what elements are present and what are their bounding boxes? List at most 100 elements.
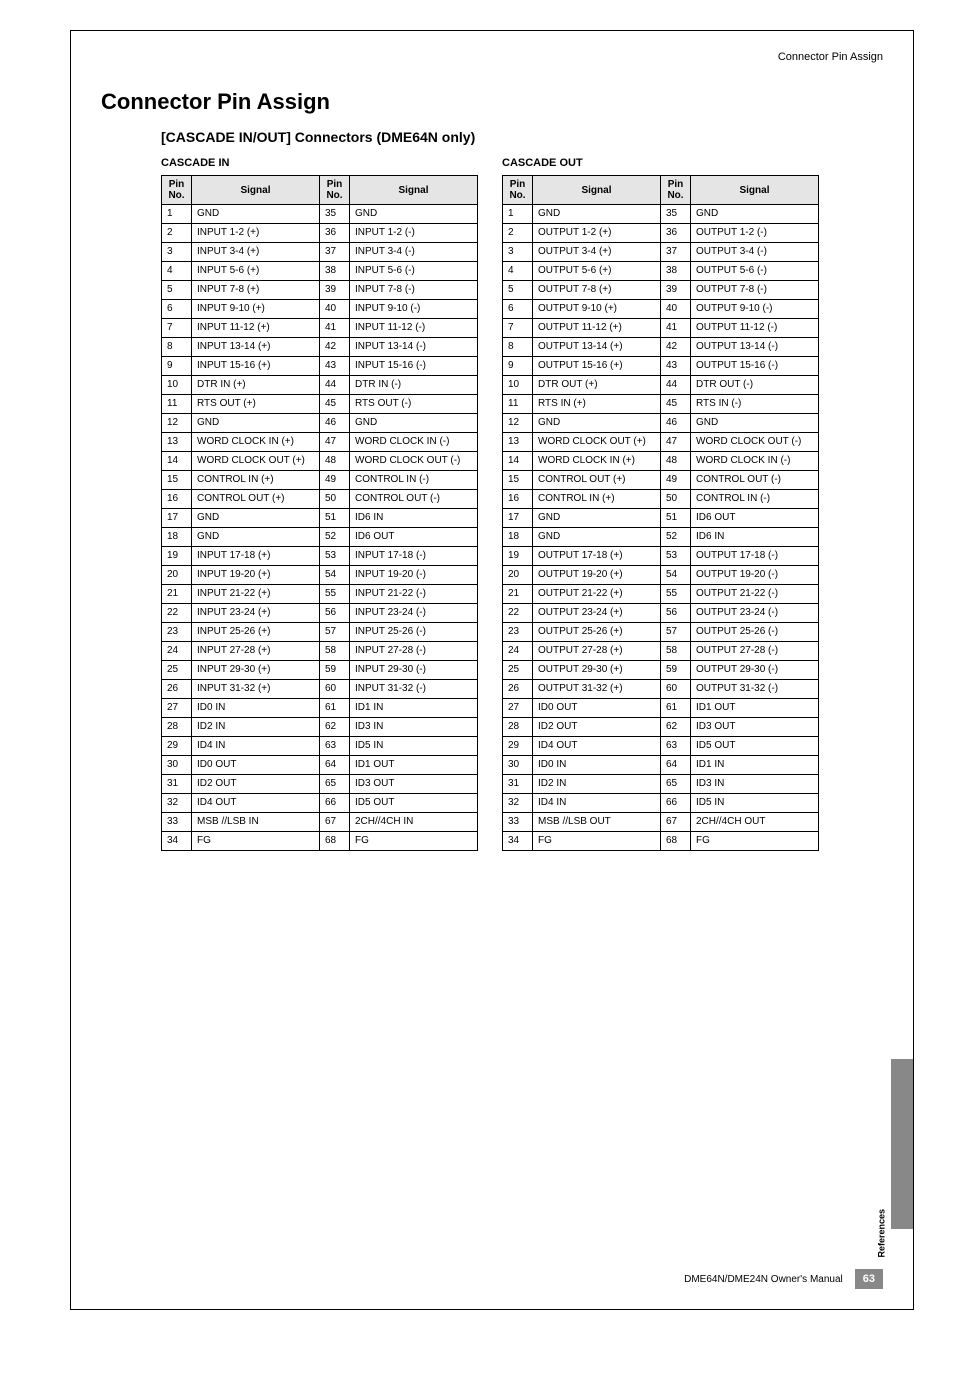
table-row: 5INPUT 7-8 (+)39INPUT 7-8 (-): [162, 281, 478, 300]
cell-pin: 64: [661, 756, 691, 775]
cell-signal: INPUT 19-20 (-): [350, 566, 478, 585]
cell-pin: 3: [503, 243, 533, 262]
table-row: 25INPUT 29-30 (+)59INPUT 29-30 (-): [162, 661, 478, 680]
table-row: 19OUTPUT 17-18 (+)53OUTPUT 17-18 (-): [503, 547, 819, 566]
cell-signal: ID6 OUT: [350, 528, 478, 547]
table-row: 28ID2 OUT62ID3 OUT: [503, 718, 819, 737]
table-row: 14WORD CLOCK IN (+)48WORD CLOCK IN (-): [503, 452, 819, 471]
cell-signal: ID5 OUT: [350, 794, 478, 813]
cell-pin: 13: [503, 433, 533, 452]
cell-signal: INPUT 5-6 (+): [192, 262, 320, 281]
table-row: 28ID2 IN62ID3 IN: [162, 718, 478, 737]
table-row: 8OUTPUT 13-14 (+)42OUTPUT 13-14 (-): [503, 338, 819, 357]
cell-pin: 36: [320, 224, 350, 243]
table-row: 3OUTPUT 3-4 (+)37OUTPUT 3-4 (-): [503, 243, 819, 262]
cell-signal: INPUT 3-4 (+): [192, 243, 320, 262]
footer-text: DME64N/DME24N Owner's Manual: [684, 1274, 843, 1285]
cell-pin: 53: [661, 547, 691, 566]
cell-pin: 21: [162, 585, 192, 604]
cell-pin: 22: [162, 604, 192, 623]
cell-pin: 54: [320, 566, 350, 585]
cell-signal: ID2 IN: [533, 775, 661, 794]
cell-signal: INPUT 1-2 (-): [350, 224, 478, 243]
cell-signal: CONTROL IN (-): [350, 471, 478, 490]
cell-signal: CONTROL IN (+): [533, 490, 661, 509]
cell-pin: 21: [503, 585, 533, 604]
cell-signal: ID0 OUT: [533, 699, 661, 718]
table-row: 1GND35GND: [503, 205, 819, 224]
table-row: 15CONTROL IN (+)49CONTROL IN (-): [162, 471, 478, 490]
side-tab: [891, 1059, 913, 1229]
cell-signal: CONTROL OUT (-): [691, 471, 819, 490]
cell-signal: OUTPUT 13-14 (-): [691, 338, 819, 357]
table-row: 30ID0 OUT64ID1 OUT: [162, 756, 478, 775]
cell-pin: 38: [320, 262, 350, 281]
table-row: 16CONTROL OUT (+)50CONTROL OUT (-): [162, 490, 478, 509]
cascade-in-caption: CASCADE IN: [161, 157, 478, 169]
cell-pin: 23: [162, 623, 192, 642]
cell-pin: 31: [503, 775, 533, 794]
cell-signal: WORD CLOCK OUT (+): [533, 433, 661, 452]
cell-signal: INPUT 5-6 (-): [350, 262, 478, 281]
cell-pin: 56: [320, 604, 350, 623]
cell-signal: INPUT 15-16 (+): [192, 357, 320, 376]
cell-pin: 67: [320, 813, 350, 832]
cell-pin: 57: [320, 623, 350, 642]
cell-pin: 5: [162, 281, 192, 300]
cell-pin: 66: [320, 794, 350, 813]
cell-pin: 14: [162, 452, 192, 471]
cell-pin: 63: [320, 737, 350, 756]
table-header-row: PinNo. Signal PinNo. Signal: [162, 176, 478, 205]
cell-pin: 6: [162, 300, 192, 319]
cell-signal: OUTPUT 29-30 (-): [691, 661, 819, 680]
cell-pin: 49: [320, 471, 350, 490]
table-row: 1GND35GND: [162, 205, 478, 224]
cell-pin: 60: [320, 680, 350, 699]
table-row: 27ID0 OUT61ID1 OUT: [503, 699, 819, 718]
cell-signal: OUTPUT 31-32 (-): [691, 680, 819, 699]
table-row: 23OUTPUT 25-26 (+)57OUTPUT 25-26 (-): [503, 623, 819, 642]
table-row: 9OUTPUT 15-16 (+)43OUTPUT 15-16 (-): [503, 357, 819, 376]
cell-signal: DTR OUT (+): [533, 376, 661, 395]
cell-pin: 61: [661, 699, 691, 718]
cell-signal: OUTPUT 3-4 (+): [533, 243, 661, 262]
cascade-in-block: CASCADE IN PinNo. Signal PinNo. Signal 1…: [161, 157, 478, 851]
cell-signal: OUTPUT 27-28 (+): [533, 642, 661, 661]
cell-signal: WORD CLOCK OUT (-): [350, 452, 478, 471]
cell-pin: 5: [503, 281, 533, 300]
cell-pin: 67: [661, 813, 691, 832]
cell-pin: 59: [320, 661, 350, 680]
page-frame: Connector Pin Assign Connector Pin Assig…: [70, 30, 914, 1310]
cell-signal: ID1 OUT: [691, 699, 819, 718]
cell-signal: RTS IN (+): [533, 395, 661, 414]
cell-signal: OUTPUT 17-18 (-): [691, 547, 819, 566]
cell-pin: 51: [661, 509, 691, 528]
cell-pin: 49: [661, 471, 691, 490]
cell-pin: 17: [503, 509, 533, 528]
cell-pin: 48: [661, 452, 691, 471]
cell-pin: 50: [661, 490, 691, 509]
cell-signal: INPUT 13-14 (+): [192, 338, 320, 357]
cell-signal: OUTPUT 7-8 (+): [533, 281, 661, 300]
cell-pin: 32: [503, 794, 533, 813]
cell-pin: 58: [661, 642, 691, 661]
cell-signal: OUTPUT 11-12 (+): [533, 319, 661, 338]
cell-signal: INPUT 11-12 (+): [192, 319, 320, 338]
table-row: 8INPUT 13-14 (+)42INPUT 13-14 (-): [162, 338, 478, 357]
cell-pin: 1: [503, 205, 533, 224]
cell-pin: 12: [162, 414, 192, 433]
th-pin: PinNo.: [503, 176, 533, 205]
cell-signal: GND: [192, 205, 320, 224]
cell-signal: FG: [192, 832, 320, 851]
table-row: 2INPUT 1-2 (+)36INPUT 1-2 (-): [162, 224, 478, 243]
cell-signal: FG: [691, 832, 819, 851]
cell-signal: WORD CLOCK IN (+): [533, 452, 661, 471]
th-pin: PinNo.: [162, 176, 192, 205]
cell-signal: INPUT 21-22 (+): [192, 585, 320, 604]
cell-pin: 43: [661, 357, 691, 376]
cell-signal: RTS OUT (+): [192, 395, 320, 414]
cell-pin: 46: [320, 414, 350, 433]
table-row: 26OUTPUT 31-32 (+)60OUTPUT 31-32 (-): [503, 680, 819, 699]
cell-signal: GND: [192, 414, 320, 433]
cell-pin: 38: [661, 262, 691, 281]
